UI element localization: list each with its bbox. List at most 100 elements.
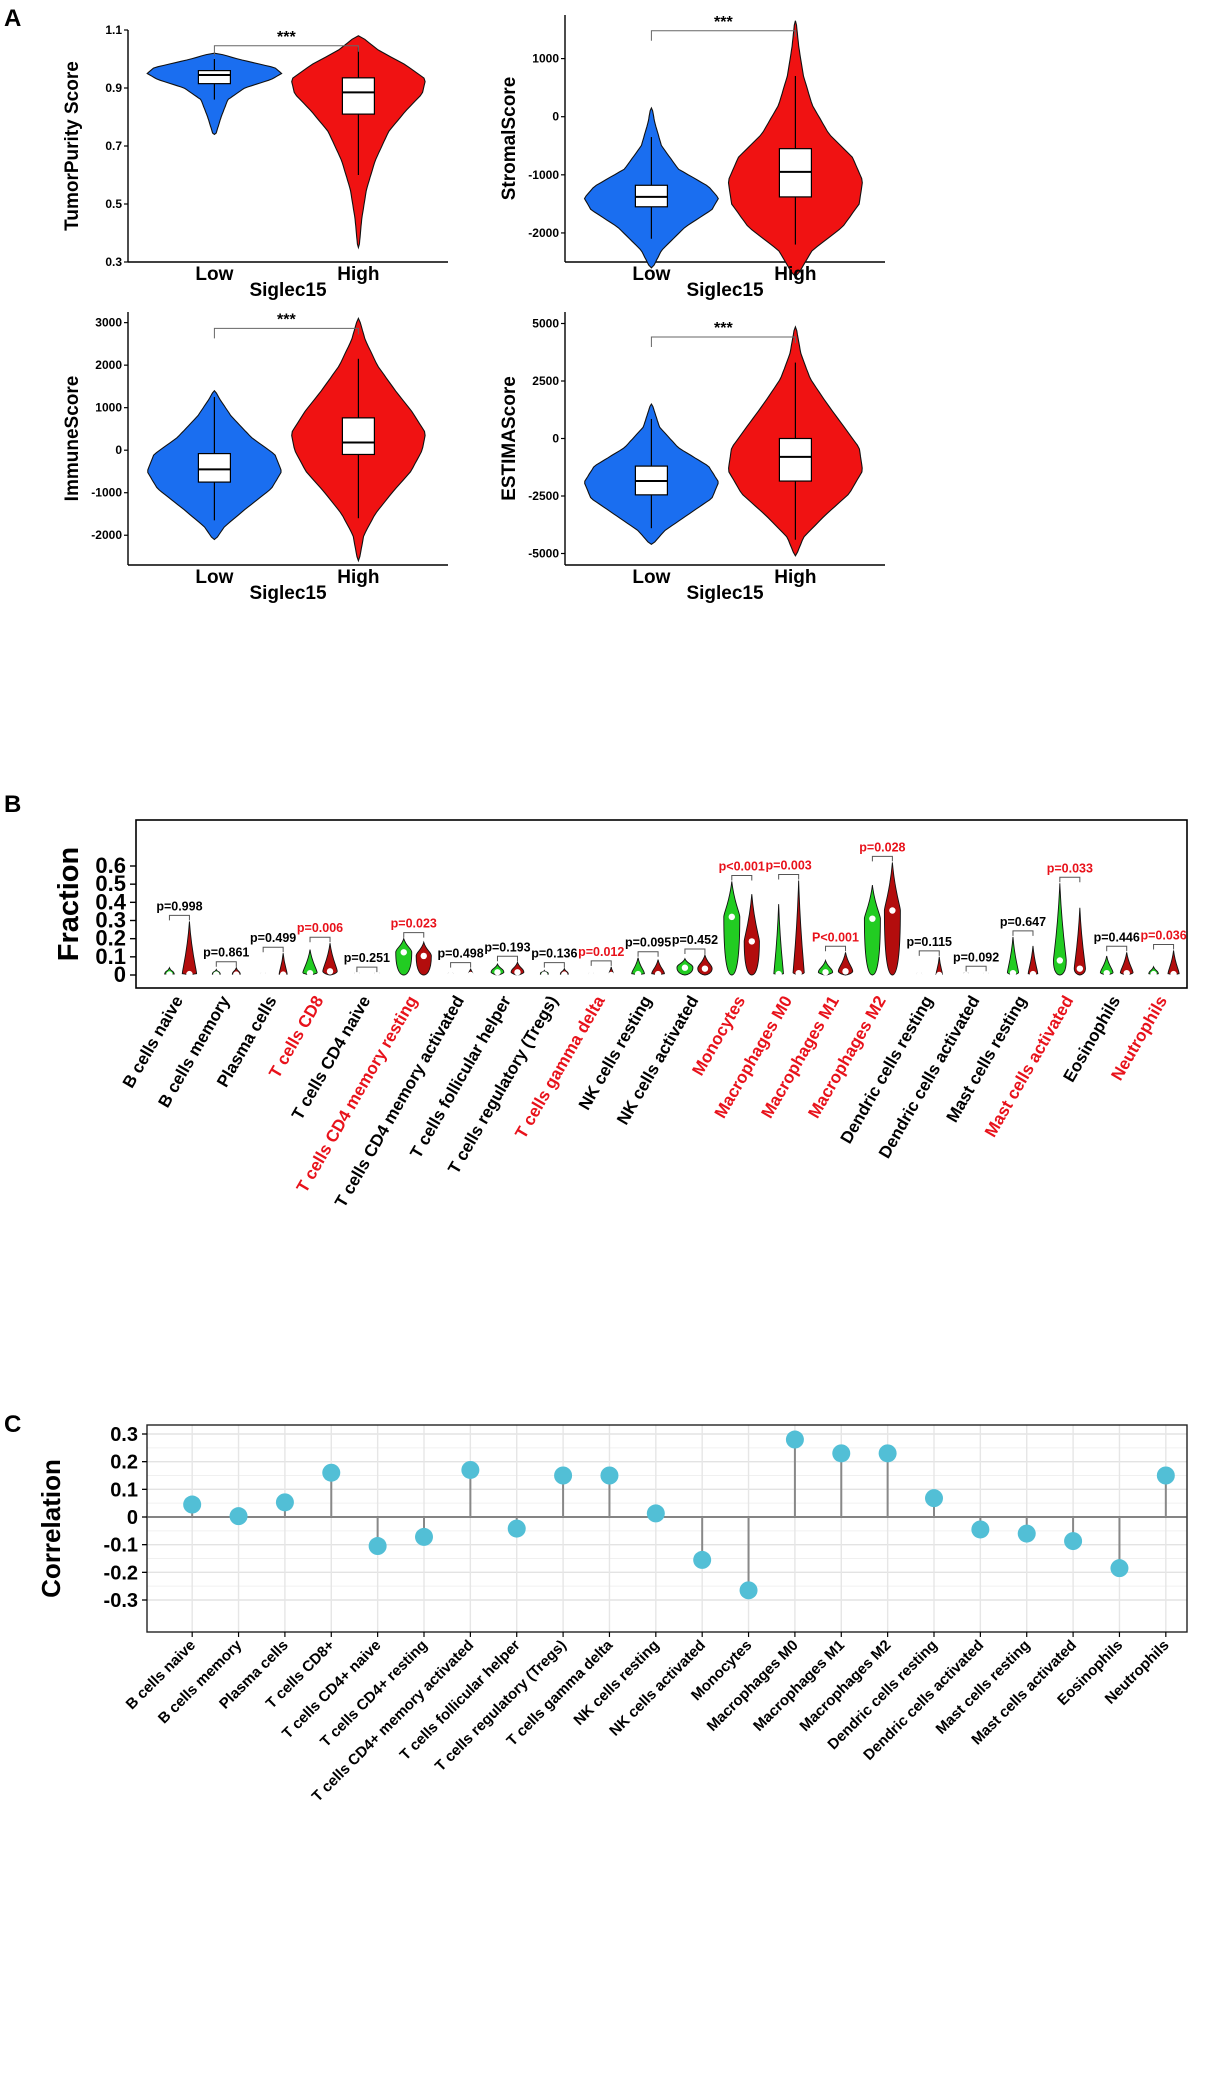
significance-stars: ***: [714, 320, 733, 337]
violin-high: [743, 894, 760, 976]
x-axis-title: Siglec15: [686, 280, 764, 301]
p-bracket: [1012, 930, 1034, 936]
median-dot: [654, 970, 662, 978]
violin-high: [1027, 945, 1039, 976]
median-dot: [561, 971, 568, 978]
median-dot: [514, 969, 521, 976]
median-dot: [889, 907, 896, 914]
p-bracket: [1059, 876, 1081, 883]
x-category-label: T cells gamma delta: [511, 992, 609, 1142]
median-dot: [982, 971, 990, 979]
median-dot: [400, 949, 407, 956]
lollipop-point-mast-cells-resting: [1017, 1524, 1036, 1543]
p-value-label: p=0.998: [156, 899, 202, 913]
x-category-label: High: [774, 264, 816, 285]
p-value-label: p=0.251: [344, 951, 390, 965]
y-tick-label: 0.4: [95, 889, 126, 914]
median-dot: [326, 968, 334, 975]
median-dot: [373, 971, 381, 979]
y-tick-label: -2000: [91, 528, 122, 542]
p-value-label: p=0.193: [484, 940, 530, 954]
significance-stars: ***: [277, 29, 296, 46]
y-tick-label: 3000: [95, 316, 122, 330]
y-tick-label: 0.2: [110, 1452, 138, 1474]
p-bracket: [1106, 945, 1128, 952]
p-value-label: p=0.499: [250, 931, 296, 945]
median-dot: [1009, 969, 1017, 977]
x-category-label: Low: [632, 264, 670, 285]
y-tick-label: 0.9: [105, 81, 122, 95]
median-dot: [467, 971, 474, 979]
y-tick-label: -0.2: [104, 1562, 138, 1584]
significance-stars: ***: [277, 311, 296, 328]
median-dot: [233, 971, 240, 978]
p-value-label: p=0.115: [906, 935, 952, 949]
y-tick-label: 0.7: [105, 139, 122, 153]
x-category-label: High: [774, 567, 816, 588]
median-dot: [936, 971, 943, 979]
p-bracket: [918, 950, 940, 956]
lollipop-point-t-cells-cd8: [322, 1463, 341, 1482]
median-dot: [962, 971, 970, 979]
y-tick-label: 0: [552, 110, 559, 124]
violin-chart-stromalscore: -2000 -1000 0 1000 Low High *** Siglec15 Stromal…: [499, 14, 885, 301]
median-dot: [541, 971, 548, 978]
median-dot: [1103, 969, 1110, 977]
y-tick-label: 0.3: [110, 1424, 138, 1446]
x-category-label: NK cells resting: [570, 1637, 662, 1729]
lollipop-point-macrophages-m1: [832, 1444, 851, 1463]
y-axis-title: ESTIMAScore: [499, 376, 520, 501]
p-bracket: [825, 945, 847, 952]
y-tick-label: 0.2: [95, 926, 126, 951]
p-bracket: [1153, 943, 1175, 950]
plot-frame: [146, 1424, 1188, 1633]
median-dot: [259, 971, 267, 979]
violin-low: [395, 937, 413, 976]
x-category-label: B cells memory: [155, 1636, 246, 1727]
y-tick-label: -1000: [528, 168, 559, 182]
violin-chart-estimascore: -5000 -2500 0 2500 5000 Low High *** Siglec15 EST…: [499, 312, 885, 604]
y-tick-label: 0.3: [95, 908, 126, 933]
y-tick-label: 2000: [95, 358, 122, 372]
y-tick-label: -0.3: [104, 1590, 138, 1612]
p-value-label: P<0.001: [812, 930, 859, 944]
y-tick-label: 2500: [532, 374, 559, 388]
y-tick-label: 1000: [95, 401, 122, 415]
violin-high: [837, 952, 854, 976]
median-dot: [447, 971, 454, 979]
violin-low: [1052, 883, 1067, 976]
median-dot: [916, 971, 923, 979]
lollipop-point-b-cells-naive: [183, 1495, 202, 1514]
median-dot: [1170, 970, 1177, 978]
median-dot: [213, 971, 220, 978]
lollipop-point-t-cells-cd4-naive: [368, 1537, 387, 1556]
p-bracket: [543, 962, 565, 968]
y-tick-label: 0: [114, 962, 126, 987]
violin-high: [697, 953, 713, 976]
y-tick-label: 0.1: [110, 1479, 138, 1501]
lollipop-point-t-cells-regulatory-tregs: [554, 1466, 573, 1485]
box-iqr: [341, 417, 375, 456]
p-bracket: [684, 948, 706, 955]
box-iqr: [778, 437, 813, 482]
x-axis-title: Siglec15: [249, 583, 327, 604]
p-value-label: p=0.498: [438, 947, 484, 961]
p-value-label: p=0.092: [953, 950, 999, 964]
p-bracket: [450, 962, 472, 968]
lollipop-point-mast-cells-activated: [1064, 1532, 1083, 1551]
p-bracket: [356, 966, 378, 973]
median-dot: [494, 969, 501, 976]
y-tick-label: -2500: [528, 489, 559, 503]
p-bracket: [731, 874, 753, 881]
category-mast-cells-activated: p=0.033 Mast cells activated: [981, 861, 1093, 1140]
median-dot: [1076, 965, 1084, 972]
p-value-label: p=0.023: [391, 917, 437, 931]
violin-low: [723, 881, 741, 976]
median-dot: [842, 968, 849, 975]
y-tick-label: 0.5: [95, 871, 126, 896]
p-value-label: p=0.446: [1094, 930, 1140, 944]
panel-label-b: B: [4, 791, 21, 818]
lollipop-point-nk-cells-resting: [646, 1504, 665, 1523]
